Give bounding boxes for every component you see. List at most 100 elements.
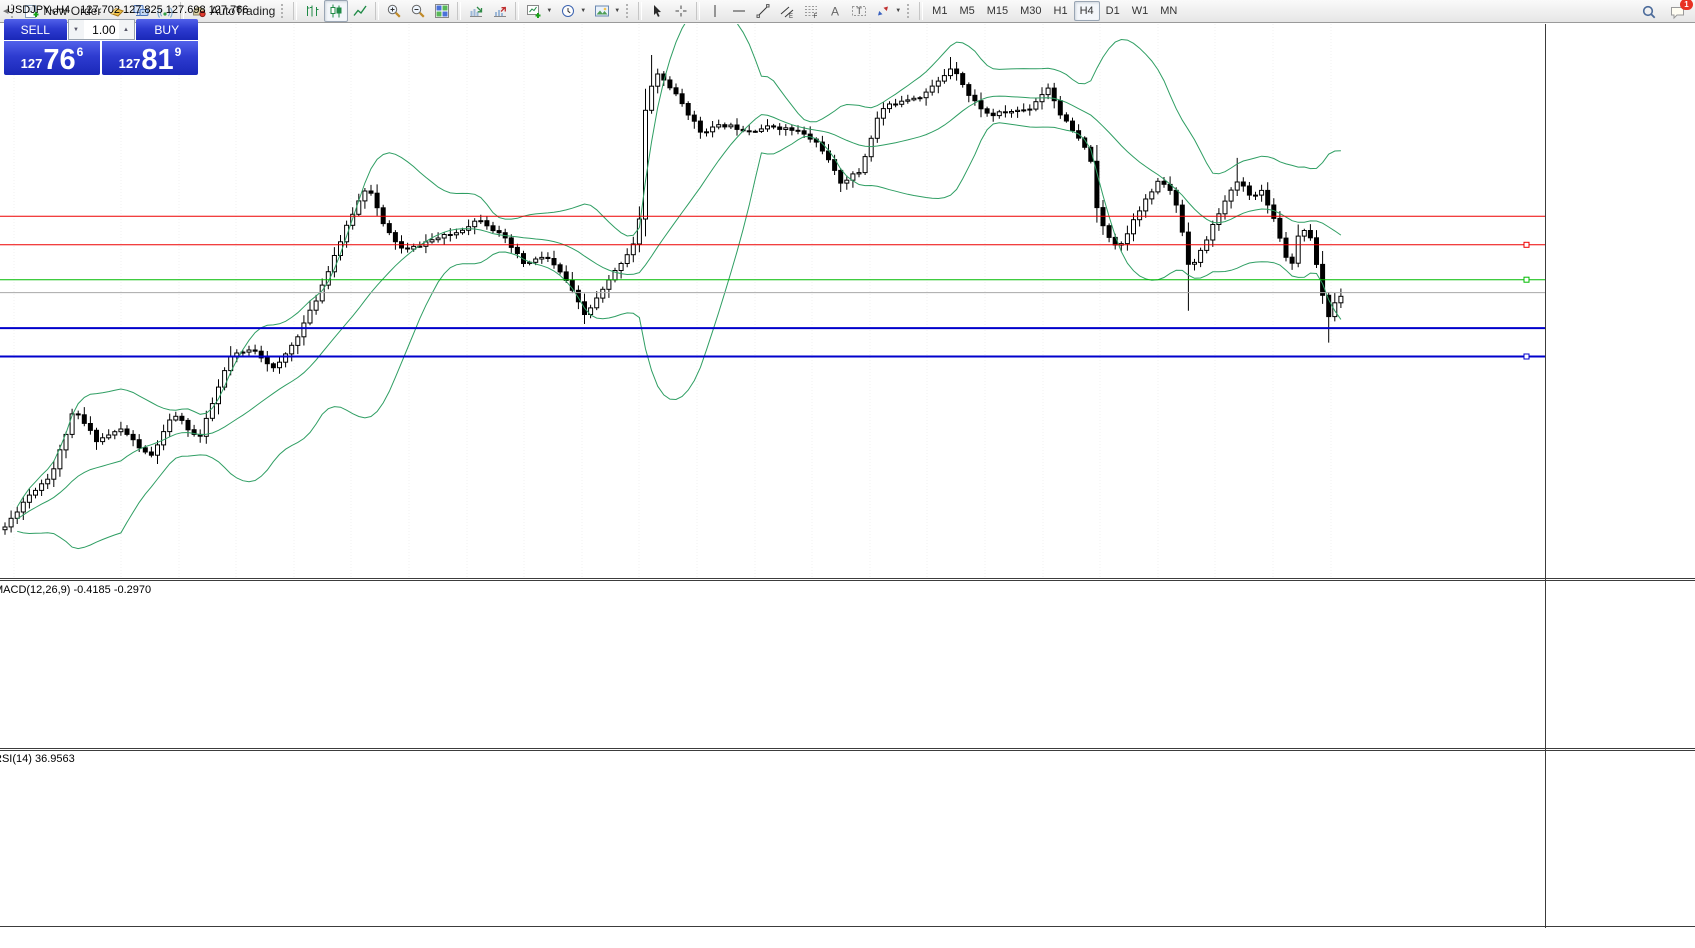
notifications-button[interactable]: 1 [1665,0,1693,23]
zoom-out-icon [410,3,426,19]
price-chart-canvas[interactable] [0,24,1545,578]
rsi-indicator-label: RSI(14) 36.9563 [0,753,75,765]
rsi-canvas[interactable] [0,751,1545,926]
bollinger-upper [16,24,1341,508]
arrows-icon [875,3,891,19]
vertical-line-icon [707,3,723,19]
text-tool-button[interactable]: A [823,0,847,22]
timeframe-m30[interactable]: M30 [1020,5,1042,17]
cursor-tool-button[interactable] [645,0,669,22]
toolbar-grip[interactable] [281,4,286,18]
toolbar-grip[interactable] [907,4,912,18]
crosshair-icon [673,3,689,19]
zoom-in-icon [386,3,402,19]
text-icon: A [827,3,843,19]
templates-button[interactable]: ▼ [590,0,624,22]
macd-pane[interactable]: MACD(12,26,9) -0.4185 -0.2970 [0,581,1695,748]
cascade-chart-icon [492,3,508,19]
toolbar-separator [919,2,924,20]
periods-button[interactable]: ▼ [556,0,590,22]
trendline-tool-button[interactable] [751,0,775,22]
candle-bodies [2,68,1344,531]
crosshair-tool-button[interactable] [669,0,693,22]
text-label-icon: T [851,3,867,19]
zoom-out-button[interactable] [406,0,430,22]
tile-windows-button[interactable] [430,0,454,22]
line-chart-icon [352,3,368,19]
toolbar-separator [375,2,380,20]
zoom-in-button[interactable] [382,0,406,22]
svg-text:T: T [857,6,863,16]
timeframe-h1[interactable]: H1 [1053,5,1068,17]
arrange-windows-button[interactable] [464,0,488,22]
toolbar-grip[interactable] [11,4,16,18]
main-chart-pane[interactable] [0,24,1695,578]
autotrading-button[interactable]: AutoTrading [187,0,279,22]
candlestick-chart-button[interactable] [324,0,349,22]
buy-price[interactable]: 127 81 9 [102,41,198,75]
chevron-down-icon: ▼ [546,8,553,14]
rsi-pane[interactable]: RSI(14) 36.9563 [0,751,1695,926]
tile-windows-icon [434,3,450,19]
signals-button[interactable] [153,0,177,22]
arrows-tool-button[interactable]: ▼ [871,0,905,22]
sell-price-sup: 6 [76,45,84,59]
hline-marker [1523,241,1530,248]
symbol-info: USDJPY-,H4 127.702 127.825 127.698 127.76… [7,4,248,16]
volume-increase-button[interactable]: ▲ [118,20,134,39]
timeframe-h4[interactable]: H4 [1073,1,1100,21]
pane-separator [0,926,1695,928]
market-depth-button[interactable] [105,0,129,22]
buy-button[interactable]: BUY [135,19,198,40]
sell-button[interactable]: SELL [4,19,67,40]
chevron-down-icon: ▼ [614,8,621,14]
channel-tool-button[interactable]: E [775,0,799,22]
timeframe-m15[interactable]: M15 [986,5,1009,17]
svg-text:F: F [814,14,818,19]
new-order-button[interactable]: New Order [20,0,105,22]
pane-separator[interactable] [0,748,1695,751]
new-order-icon [24,3,40,19]
volume-box: ▼ ▲ [67,19,135,40]
equidistant-channel-icon: E [779,3,795,19]
price-axis-line [1545,24,1546,928]
horizontal-line-tool-button[interactable] [727,0,751,22]
volume-input[interactable] [83,20,119,39]
timeframe-toolbar: M1 M5 M15 M30 H1 H4 D1 W1 MN [926,1,1183,21]
chevron-down-icon: ▼ [895,8,902,14]
macd-canvas[interactable] [0,581,1545,748]
bollinger-lower [17,122,1342,550]
toolbar: ◀ New Order AutoTrading ▼ ▼ ▼ E F A T ▼ … [0,0,1695,23]
autotrading-label: AutoTrading [210,4,276,18]
fibonacci-tool-button[interactable]: F [799,0,823,22]
toolbar-grip[interactable] [626,4,631,18]
search-button[interactable] [1637,1,1661,23]
timeframe-w1[interactable]: W1 [1131,5,1149,17]
pane-separator[interactable] [0,578,1695,581]
sell-price-main: 127 [20,56,43,71]
timeframe-mn[interactable]: MN [1160,5,1178,17]
candlestick-icon [328,3,344,19]
bar-chart-button[interactable] [300,0,324,22]
text-label-tool-button[interactable]: T [847,0,871,22]
terminal-button[interactable] [129,0,153,22]
cursor-icon [649,3,665,19]
new-chart-icon [526,3,542,19]
search-icon [1641,4,1657,20]
hline-marker [1523,276,1530,283]
bar-chart-icon [304,3,320,19]
svg-text:E: E [789,14,793,19]
gold-icon [109,3,125,19]
vertical-line-tool-button[interactable] [703,0,727,22]
timeframe-m1[interactable]: M1 [932,5,948,17]
timeframe-m5[interactable]: M5 [959,5,975,17]
sell-price[interactable]: 127 76 6 [4,41,100,75]
cascade-windows-button[interactable] [488,0,512,22]
timeframe-d1[interactable]: D1 [1105,5,1120,17]
new-order-label: New Order [43,4,102,18]
new-chart-button[interactable]: ▼ [522,0,556,22]
hline-marker [1523,353,1530,360]
toolbar-collapse-icon[interactable]: ◀ [3,8,9,15]
volume-decrease-button[interactable]: ▼ [68,20,84,39]
line-chart-button[interactable] [348,0,372,22]
